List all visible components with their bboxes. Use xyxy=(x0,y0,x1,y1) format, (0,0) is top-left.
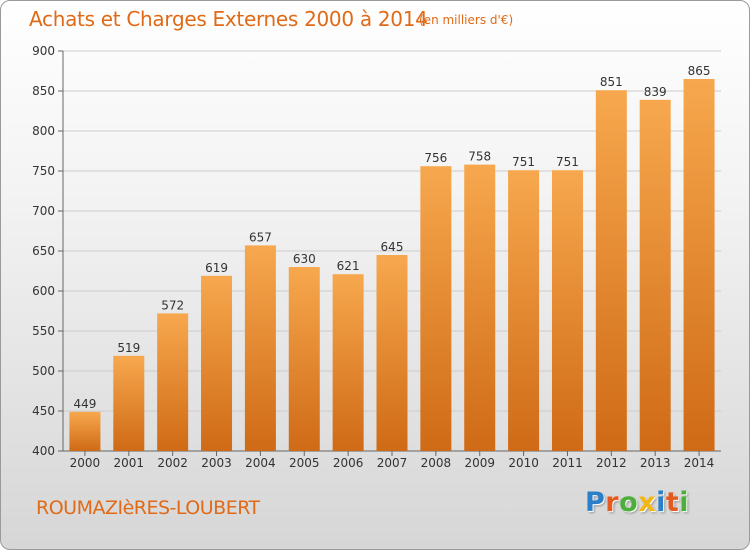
x-tick-label-2006: 2006 xyxy=(333,456,364,470)
x-tick-label-2010: 2010 xyxy=(508,456,539,470)
y-tick-label: 500 xyxy=(32,364,55,378)
data-label-2002: 572 xyxy=(161,298,184,312)
data-label-2013: 839 xyxy=(644,85,667,99)
bar-2010 xyxy=(508,170,540,451)
bar-2003 xyxy=(201,275,233,451)
y-tick-label: 900 xyxy=(32,44,55,58)
data-label-2000: 449 xyxy=(73,397,96,411)
bar-2002 xyxy=(157,313,189,451)
data-label-2004: 657 xyxy=(249,230,272,244)
data-label-2008: 756 xyxy=(424,151,447,165)
y-tick-label: 450 xyxy=(32,404,55,418)
y-tick-label: 600 xyxy=(32,284,55,298)
y-tick-label: 800 xyxy=(32,124,55,138)
bar-2006 xyxy=(332,274,364,451)
x-tick-label-2005: 2005 xyxy=(289,456,320,470)
data-label-2014: 865 xyxy=(688,64,711,78)
data-label-2005: 630 xyxy=(293,252,316,266)
bar-2001 xyxy=(113,355,145,451)
x-tick-label-2004: 2004 xyxy=(245,456,276,470)
y-tick-label: 700 xyxy=(32,204,55,218)
x-tick-label-2011: 2011 xyxy=(552,456,583,470)
logo-letter: x xyxy=(638,487,657,518)
logo-letter: o xyxy=(619,487,639,518)
y-tick-label: 650 xyxy=(32,244,55,258)
y-tick-label: 550 xyxy=(32,324,55,338)
bar-2011 xyxy=(551,170,583,451)
x-tick-label-2008: 2008 xyxy=(421,456,452,470)
x-tick-label-2013: 2013 xyxy=(640,456,671,470)
x-tick-label-2009: 2009 xyxy=(464,456,495,470)
bar-2008 xyxy=(420,166,452,451)
data-label-2006: 621 xyxy=(337,259,360,273)
y-tick-label: 400 xyxy=(32,444,55,458)
x-tick-label-2012: 2012 xyxy=(596,456,627,470)
x-tick-label-2007: 2007 xyxy=(377,456,408,470)
chart-subtitle: (en milliers d'€) xyxy=(419,13,514,27)
bar-2007 xyxy=(376,255,408,451)
bar-2013 xyxy=(639,99,671,452)
bar-2005 xyxy=(288,267,320,451)
logo-letter: i xyxy=(656,487,666,518)
bar-2004 xyxy=(244,245,276,451)
proxiti-logo: Proxiti xyxy=(585,487,689,518)
logo-letter: P xyxy=(585,487,606,518)
chart-title: Achats et Charges Externes 2000 à 2014 xyxy=(29,7,428,31)
bar-2014 xyxy=(683,79,715,451)
logo-letter: t xyxy=(665,487,680,518)
x-tick-label-2014: 2014 xyxy=(684,456,715,470)
y-tick-label: 850 xyxy=(32,84,55,98)
x-tick-label-2000: 2000 xyxy=(70,456,101,470)
logo-letter: r xyxy=(605,487,620,518)
data-label-2009: 758 xyxy=(468,150,491,164)
data-label-2007: 645 xyxy=(381,240,404,254)
data-label-2010: 751 xyxy=(512,155,535,169)
x-tick-label-2001: 2001 xyxy=(114,456,145,470)
bar-2012 xyxy=(595,90,627,451)
data-label-2011: 751 xyxy=(556,155,579,169)
logo-letter: i xyxy=(679,487,690,518)
bar-2000 xyxy=(69,411,101,451)
x-tick-label-2003: 2003 xyxy=(201,456,232,470)
data-label-2012: 851 xyxy=(600,75,623,89)
data-label-2001: 519 xyxy=(117,341,140,355)
bar-2009 xyxy=(464,164,496,451)
commune-name: ROUMAZIèRES-LOUBERT xyxy=(36,497,260,519)
y-tick-label: 750 xyxy=(32,164,55,178)
x-tick-label-2002: 2002 xyxy=(157,456,188,470)
data-label-2003: 619 xyxy=(205,261,228,275)
